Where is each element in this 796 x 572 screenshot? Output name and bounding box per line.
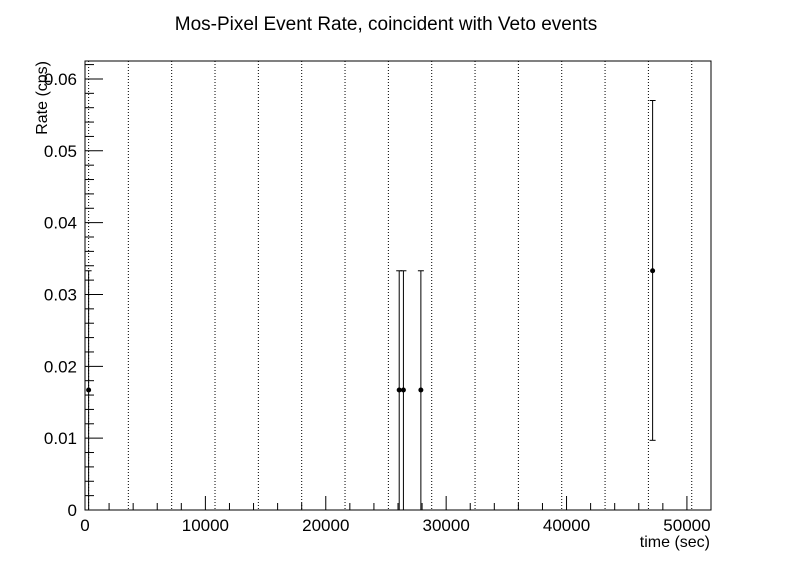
x-axis-label: time (sec) [640,534,710,551]
x-tick-label: 30000 [423,516,470,535]
y-tick-label: 0.06 [44,70,77,89]
y-tick-label: 0 [68,501,77,520]
x-tick-label: 50000 [663,516,710,535]
y-axis: 0 0.01 0.02 0.03 0.04 0.05 0.06 [44,64,103,520]
data-point [418,387,424,393]
x-tick-label: 20000 [302,516,349,535]
x-axis: 0 10000 20000 30000 40000 50000 [80,496,712,535]
data-point [396,387,402,393]
chart-title: Mos-Pixel Event Rate, coincident with Ve… [175,14,597,35]
y-axis-label: Rate (cps) [34,61,51,135]
data-point [400,387,406,393]
x-tick-label: 10000 [182,516,229,535]
x-tick-label: 40000 [543,516,590,535]
y-tick-label: 0.01 [44,429,77,448]
data-points [85,100,656,510]
y-tick-label: 0.05 [44,142,77,161]
x-tick-label: 0 [80,516,89,535]
y-tick-label: 0.04 [44,214,77,233]
y-tick-label: 0.02 [44,357,77,376]
y-tick-label: 0.03 [44,285,77,304]
data-point [86,387,92,393]
data-point [650,268,656,274]
